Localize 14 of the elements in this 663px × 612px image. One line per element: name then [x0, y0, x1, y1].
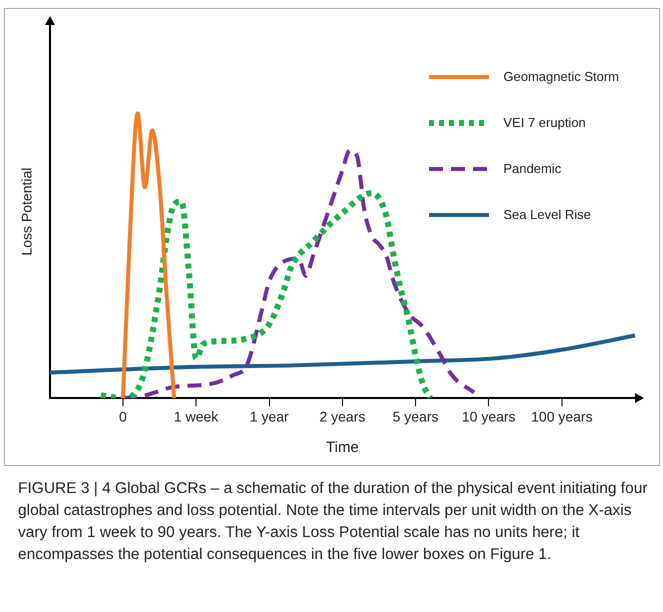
x-axis-title: Time [326, 439, 359, 456]
y-axis-title: Loss Potential [18, 168, 34, 256]
x-tick-label: 2 years [319, 408, 366, 424]
x-tick-label: 1 week [174, 408, 220, 424]
legend-label: VEI 7 eruption [503, 115, 586, 130]
legend-label: Geomagnetic Storm [503, 69, 619, 84]
legend-label: Pandemic [503, 161, 562, 176]
x-tick-label: 0 [119, 408, 128, 424]
caption: FIGURE 3 | 4 Global GCRs – a schematic of the duration of the physical event initiating four global catastrophes and loss potential. Note the time intervals per unit width on the X-axis vary from 1 week to 90 years. The Y-axis Loss Potential scale has no units here; it encompasses the potential consequences in the five lower boxes on Figure 1. [18, 479, 648, 565]
x-tick-label: 10 years [462, 408, 516, 424]
x-tick-label: 100 years [531, 408, 593, 424]
legend-label: Sea Level Rise [503, 207, 591, 222]
x-tick-label: 5 years [392, 408, 439, 424]
x-tick-label: 1 year [250, 408, 290, 424]
